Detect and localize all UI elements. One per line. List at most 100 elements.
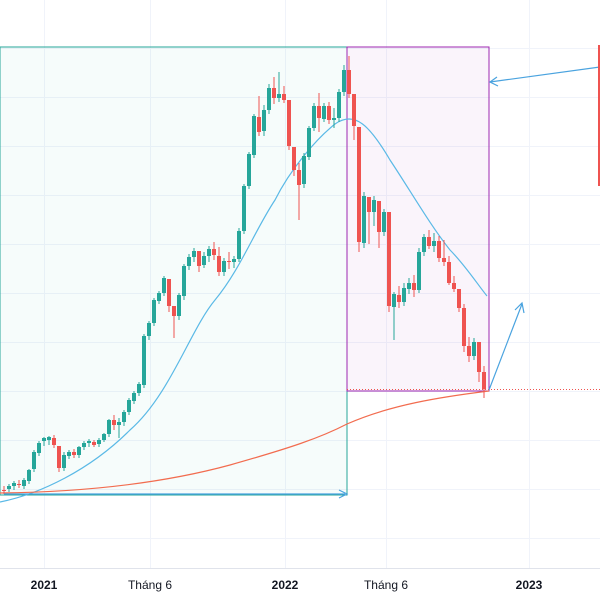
candle-down[interactable] [477, 342, 481, 372]
candle-down[interactable] [462, 308, 466, 346]
candle-up[interactable] [302, 156, 306, 184]
candle-up[interactable] [187, 257, 191, 266]
candle-down[interactable] [257, 117, 261, 132]
candle-down[interactable] [227, 261, 231, 262]
candle-down[interactable] [457, 289, 461, 308]
candle-down[interactable] [397, 295, 401, 302]
candle-down[interactable] [357, 127, 361, 242]
candle-down[interactable] [92, 442, 96, 445]
candle-up[interactable] [177, 295, 181, 316]
candle-up[interactable] [262, 110, 266, 131]
candle-up[interactable] [242, 186, 246, 231]
candle-up[interactable] [422, 237, 426, 252]
candle-up[interactable] [147, 323, 151, 336]
candle-down[interactable] [287, 100, 291, 146]
candle-down[interactable] [367, 197, 371, 212]
candle-up[interactable] [67, 452, 71, 456]
callout-arrow[interactable] [489, 66, 600, 83]
candle-up[interactable] [407, 283, 411, 289]
candle-down[interactable] [2, 490, 6, 491]
candle-up[interactable] [312, 106, 316, 128]
candle-down[interactable] [272, 88, 276, 98]
candle-up[interactable] [62, 455, 66, 468]
candle-down[interactable] [57, 446, 61, 468]
candle-up[interactable] [87, 441, 91, 443]
candle-up[interactable] [107, 420, 111, 434]
candle-up[interactable] [207, 249, 211, 256]
candle-up[interactable] [117, 422, 121, 425]
candle-up[interactable] [372, 200, 376, 212]
candle-up[interactable] [202, 256, 206, 265]
candle-up[interactable] [267, 88, 271, 110]
candle-up[interactable] [322, 106, 326, 119]
candle-down[interactable] [412, 283, 416, 290]
candle-down[interactable] [352, 94, 356, 126]
candle-down[interactable] [467, 346, 471, 356]
candle-up[interactable] [342, 70, 346, 92]
candle-up[interactable] [137, 384, 141, 393]
candle-down[interactable] [52, 438, 56, 445]
candle-down[interactable] [427, 237, 431, 246]
candle-up[interactable] [237, 231, 241, 259]
candle-up[interactable] [102, 434, 106, 440]
candle-down[interactable] [217, 256, 221, 272]
candle-up[interactable] [432, 241, 436, 246]
candle-up[interactable] [307, 128, 311, 157]
candle-down[interactable] [377, 201, 381, 232]
candle-down[interactable] [167, 279, 171, 306]
candle-down[interactable] [387, 212, 391, 306]
candle-up[interactable] [97, 440, 101, 444]
candle-down[interactable] [72, 452, 76, 455]
candle-up[interactable] [142, 336, 146, 385]
candle-up[interactable] [127, 400, 131, 412]
candle-down[interactable] [282, 94, 286, 100]
candle-up[interactable] [42, 438, 46, 441]
candle-up[interactable] [132, 393, 136, 401]
candle-up[interactable] [472, 342, 476, 356]
candle-up[interactable] [362, 196, 366, 243]
candle-up[interactable] [77, 447, 81, 455]
candle-up[interactable] [332, 118, 336, 120]
candle-down[interactable] [482, 372, 486, 389]
candle-down[interactable] [172, 306, 176, 316]
candle-up[interactable] [247, 154, 251, 186]
candle-up[interactable] [222, 261, 226, 272]
candle-up[interactable] [337, 92, 341, 118]
candle-up[interactable] [27, 470, 31, 481]
range-box[interactable] [0, 46, 348, 496]
candle-down[interactable] [197, 251, 201, 266]
projection-arrow[interactable] [488, 303, 523, 391]
candle-up[interactable] [417, 252, 421, 290]
candle-up[interactable] [22, 480, 26, 486]
candle-up[interactable] [152, 300, 156, 323]
candle-down[interactable] [317, 106, 321, 118]
candle-down[interactable] [212, 249, 216, 255]
candle-up[interactable] [82, 443, 86, 447]
candle-down[interactable] [112, 420, 116, 425]
candle-down[interactable] [297, 170, 301, 185]
candle-up[interactable] [382, 212, 386, 232]
candle-down[interactable] [442, 258, 446, 262]
candle-up[interactable] [182, 266, 186, 296]
candle-up[interactable] [12, 483, 16, 486]
candle-up[interactable] [157, 293, 161, 301]
candle-up[interactable] [122, 412, 126, 422]
candle-up[interactable] [392, 294, 396, 307]
candle-down[interactable] [437, 241, 441, 258]
candle-up[interactable] [7, 486, 11, 489]
candle-up[interactable] [37, 443, 41, 453]
candle-up[interactable] [232, 259, 236, 262]
candle-up[interactable] [277, 94, 281, 98]
candle-down[interactable] [327, 106, 331, 120]
candle-up[interactable] [402, 288, 406, 302]
annotation-boxes[interactable] [0, 46, 600, 496]
candles[interactable] [2, 56, 486, 494]
candle-up[interactable] [192, 251, 196, 257]
candle-down[interactable] [347, 70, 351, 94]
candle-up[interactable] [252, 116, 256, 155]
annotation-arrows[interactable] [4, 66, 600, 499]
candle-up[interactable] [47, 437, 51, 440]
candle-up[interactable] [32, 452, 36, 469]
range-box[interactable] [346, 46, 490, 392]
